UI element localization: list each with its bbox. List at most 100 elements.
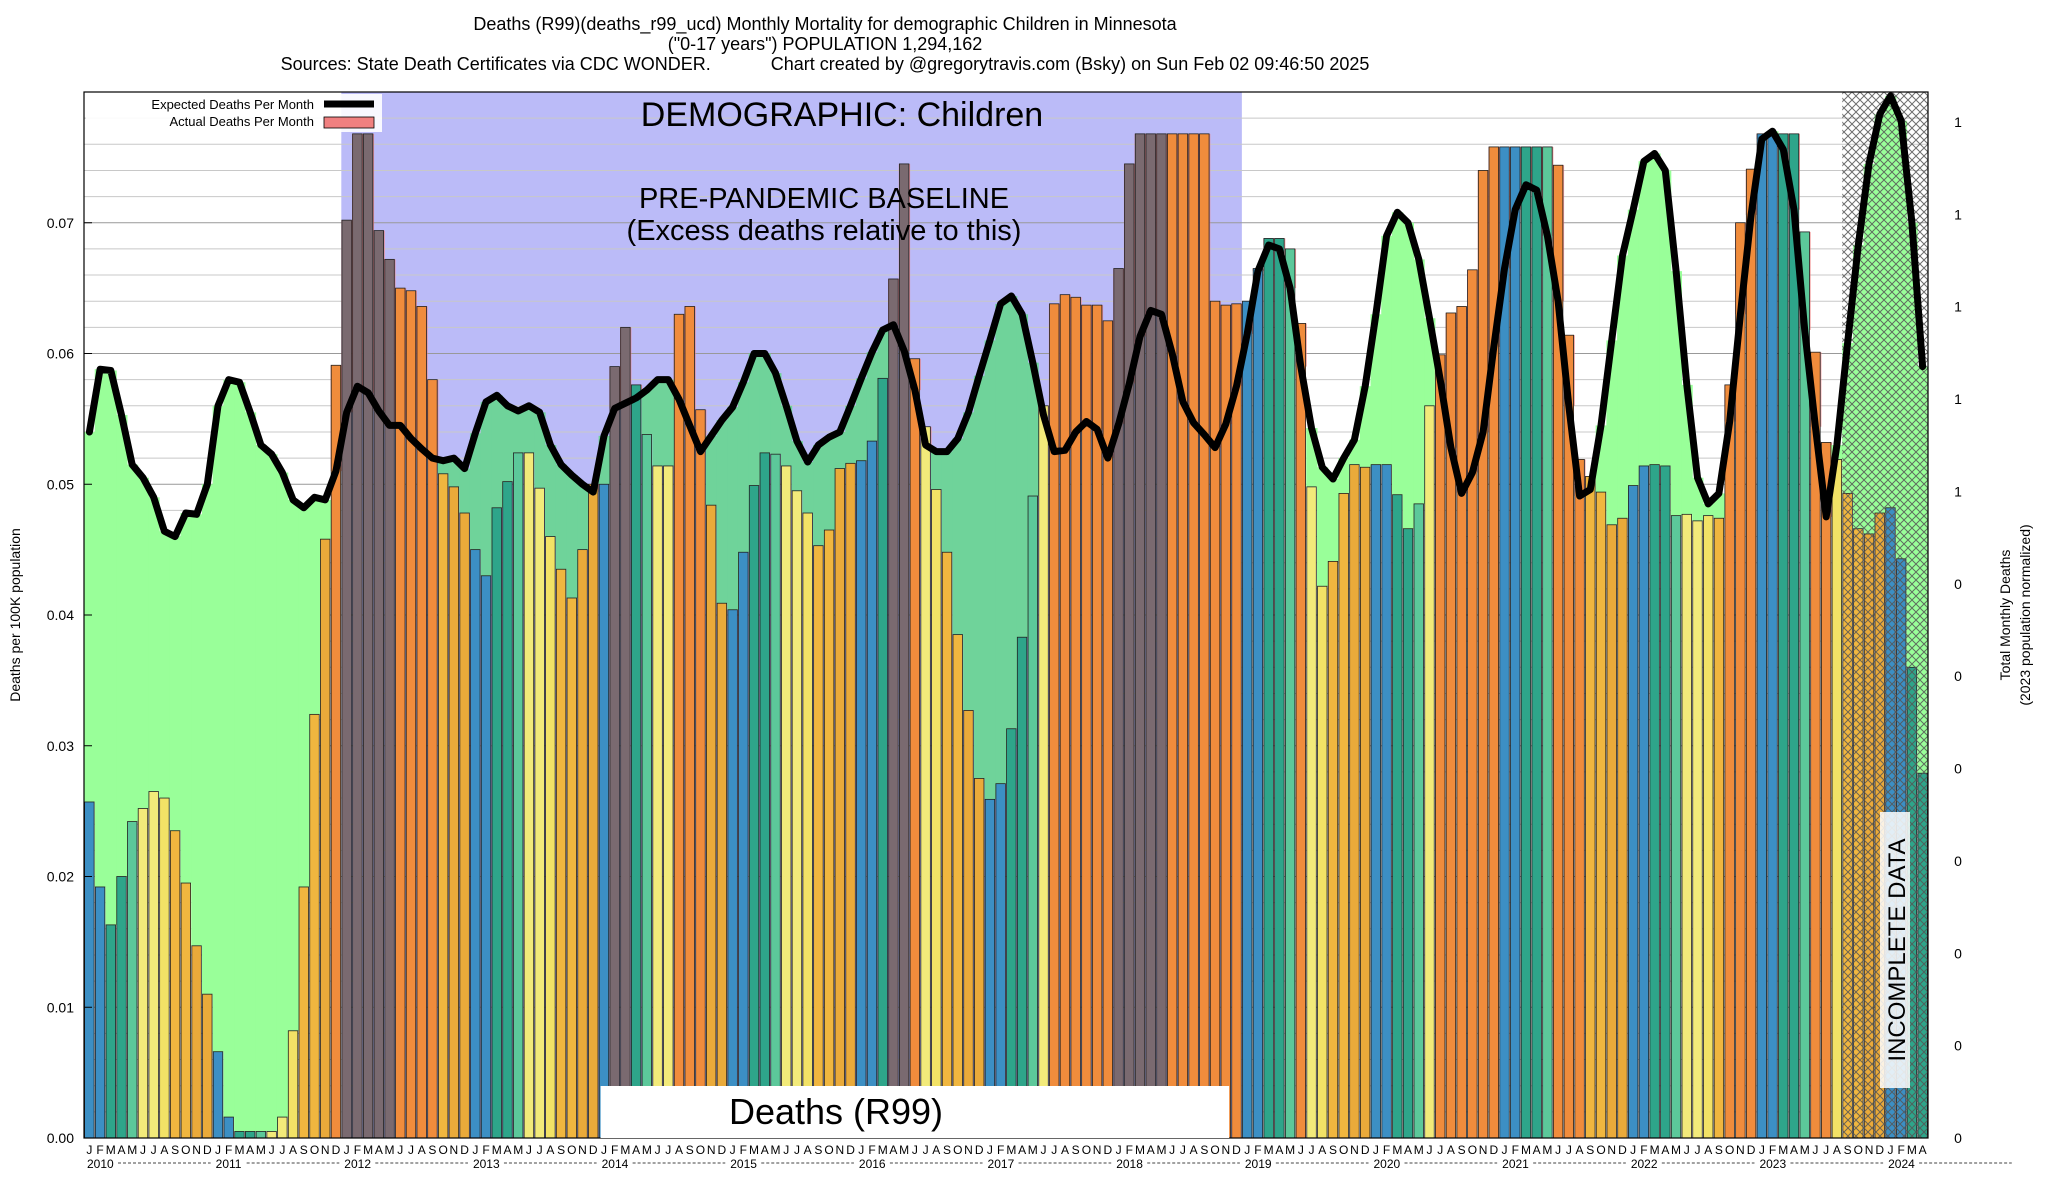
legend: Expected Deaths Per Month Actual Deaths P… — [86, 94, 382, 132]
x-tick-label: M — [878, 1143, 888, 1157]
deficit-fill — [84, 431, 96, 802]
deficit-fill — [770, 373, 782, 455]
deficit-fill — [234, 382, 246, 1132]
x-tick-label: J — [665, 1143, 671, 1157]
x-tick-label: D — [1875, 1143, 1884, 1157]
bar — [1006, 728, 1017, 1139]
deficit-fill — [930, 451, 943, 490]
deficit-fill — [201, 484, 214, 995]
bar — [995, 783, 1006, 1139]
x-tick-label: D — [1361, 1143, 1370, 1157]
x-tick-label: J — [1244, 1143, 1250, 1157]
incomplete-data-annotation: INCOMPLETE DATA — [1884, 838, 1911, 1061]
deficit-fill — [802, 462, 814, 514]
bar — [169, 830, 181, 1139]
bar — [202, 993, 213, 1139]
x-tick-label: S — [814, 1143, 822, 1157]
x-tick-label: F — [1126, 1143, 1133, 1157]
deficit-fill — [459, 468, 471, 514]
x-tick-label: D — [1489, 1143, 1498, 1157]
bar — [1670, 515, 1682, 1139]
deficit-fill — [1327, 479, 1339, 562]
x-tick-label: J — [537, 1143, 543, 1157]
x-tick-label: J — [397, 1143, 403, 1157]
deficit-fill — [180, 513, 192, 884]
bar — [1477, 170, 1489, 1139]
bar — [266, 1131, 277, 1139]
x-tick-label: J — [269, 1143, 275, 1157]
x-tick-label: A — [118, 1143, 126, 1157]
bar — [1767, 133, 1778, 1139]
bar — [373, 230, 384, 1139]
bar — [866, 440, 878, 1139]
deficit-fill — [866, 352, 878, 442]
bar — [1402, 528, 1414, 1139]
chart-title-line3: Sources: State Death Certificates via CD… — [280, 54, 1370, 74]
x-tick-label: N — [1479, 1143, 1488, 1157]
bar — [1156, 133, 1167, 1139]
x-tick-label: F — [482, 1143, 489, 1157]
x-tick-label: N — [578, 1143, 587, 1157]
right-tick-label: 0 — [1954, 668, 1962, 684]
x-tick-label: J — [526, 1143, 532, 1157]
year-label: 2021 — [1502, 1157, 1529, 1171]
x-tick-label: M — [749, 1143, 759, 1157]
bar — [277, 1116, 288, 1139]
bar — [1617, 517, 1628, 1139]
x-tick-label: A — [1318, 1143, 1326, 1157]
bar — [1510, 146, 1521, 1139]
deficit-fill — [116, 414, 128, 877]
bar — [416, 306, 427, 1139]
bar — [1317, 585, 1328, 1139]
x-tick-label: F — [1898, 1143, 1905, 1157]
bar — [1081, 304, 1092, 1139]
bar — [448, 486, 460, 1139]
x-tick-label: J — [1555, 1143, 1561, 1157]
x-tick-label: M — [899, 1143, 909, 1157]
bar — [1124, 163, 1135, 1139]
deficit-fill — [309, 497, 321, 715]
x-tick-label: M — [1028, 1143, 1038, 1157]
x-tick-label: F — [96, 1143, 103, 1157]
x-tick-label: S — [428, 1143, 436, 1157]
bar — [1349, 464, 1360, 1139]
bar — [1038, 405, 1049, 1139]
bar — [727, 609, 738, 1139]
deficit-fill — [512, 411, 525, 453]
deficit-fill — [973, 375, 986, 779]
deficit-fill — [1316, 467, 1329, 587]
bar — [555, 568, 567, 1139]
x-tick-label: M — [1264, 1143, 1274, 1157]
deficit-fill — [287, 499, 300, 1031]
x-tick-label: M — [492, 1143, 502, 1157]
x-tick-label: F — [1383, 1143, 1390, 1157]
x-tick-label: A — [1576, 1143, 1584, 1157]
deficit-fill — [266, 454, 278, 1132]
y-tick-label: 0.07 — [47, 215, 74, 231]
deficit-fill — [1016, 314, 1029, 638]
bar — [620, 326, 631, 1139]
bar — [941, 551, 953, 1139]
x-tick-label: D — [1618, 1143, 1627, 1157]
x-tick-label: N — [321, 1143, 330, 1157]
bar — [309, 713, 320, 1139]
bar — [1724, 384, 1735, 1139]
deficit-fill — [244, 412, 257, 1132]
x-tick-label: N — [707, 1143, 716, 1157]
deficit-fill — [834, 431, 846, 469]
bar — [630, 384, 642, 1139]
legend-actual-swatch — [323, 116, 375, 129]
x-tick-label: J — [858, 1143, 864, 1157]
right-tick-label: 1 — [1954, 483, 1962, 499]
bar — [1188, 133, 1199, 1139]
deficit-fill — [1338, 458, 1350, 494]
deficit-fill — [159, 531, 171, 799]
bar — [791, 490, 803, 1139]
x-tick-label: S — [300, 1143, 308, 1157]
deficit-fill — [641, 390, 653, 435]
bar — [1274, 238, 1285, 1139]
deficit-fill — [276, 472, 289, 1118]
bar — [427, 379, 438, 1139]
bar — [513, 452, 524, 1139]
x-tick-label: J — [279, 1143, 285, 1157]
